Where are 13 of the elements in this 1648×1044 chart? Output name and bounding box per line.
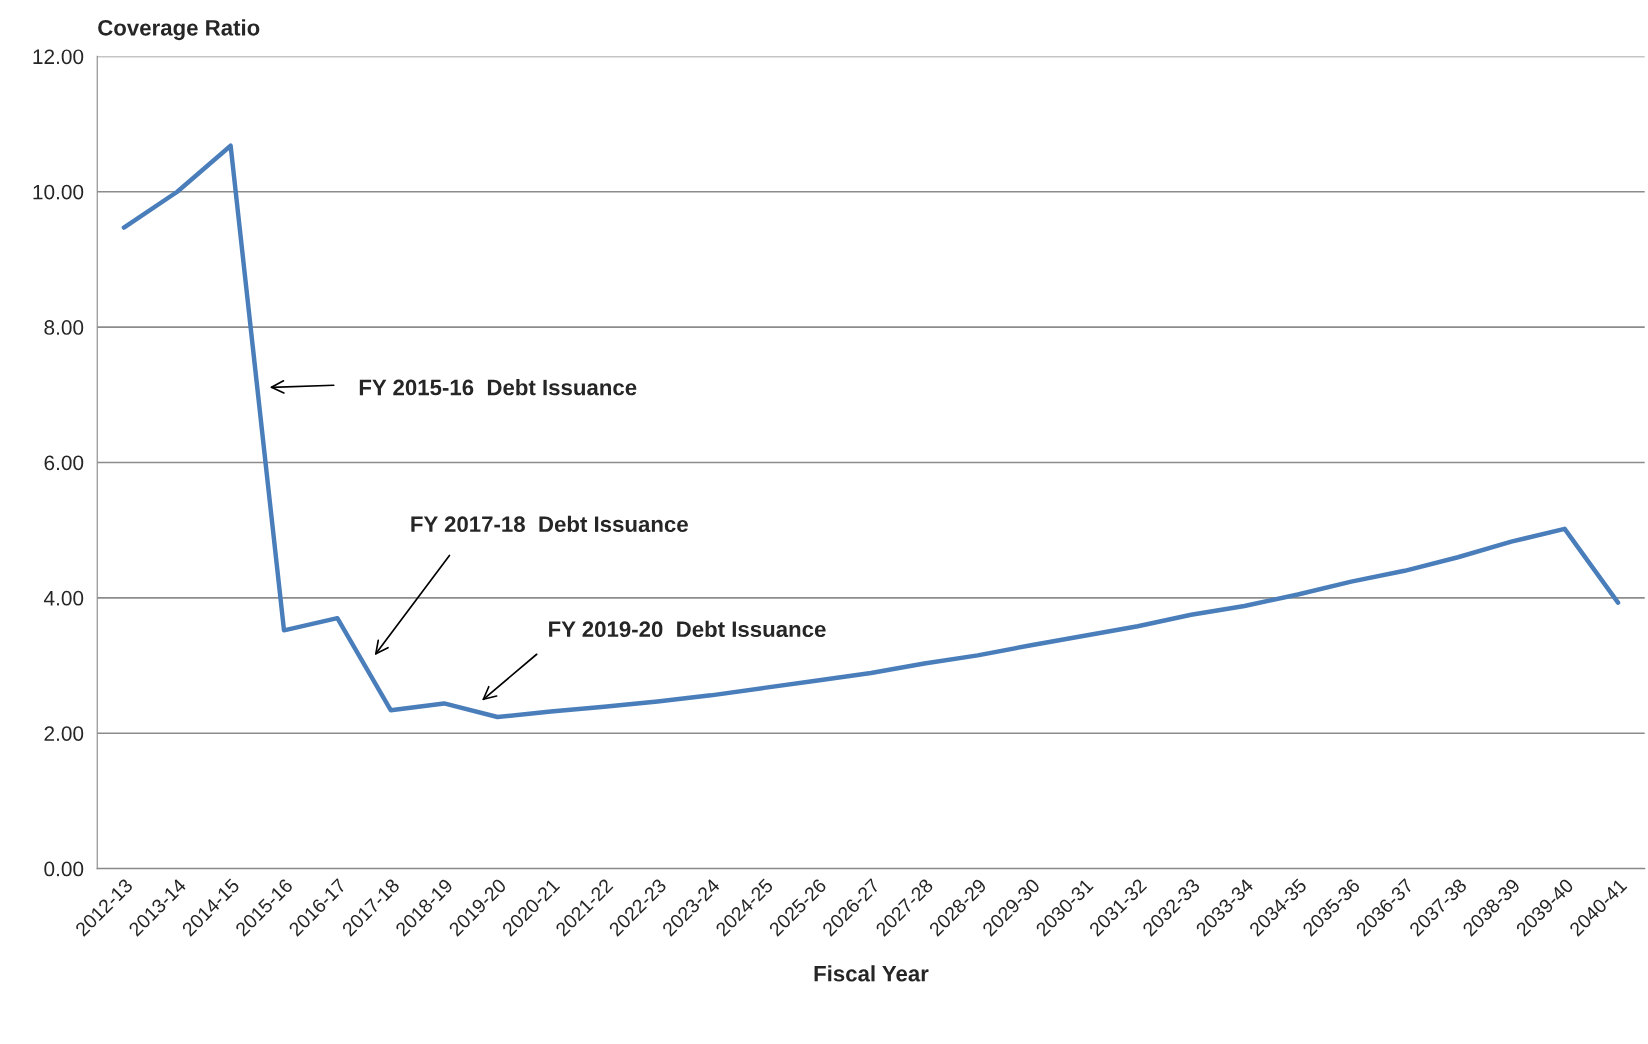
line-series [121, 143, 1621, 720]
y-tick-label: 8.00 [44, 320, 84, 335]
y-tick-label: 10.00 [33, 184, 84, 200]
y-tick-label: 6.00 [44, 455, 84, 471]
x-axis-title: Fiscal Year [814, 965, 929, 982]
y-axis-title: Coverage Ratio [98, 19, 260, 41]
annotation: FY 2019-20 Debt Issuance [549, 620, 826, 638]
annotation: FY 2017-18 Debt Issuance [411, 515, 688, 533]
y-tick-label: 0.00 [44, 861, 84, 877]
y-tick-label: 12.00 [33, 49, 84, 65]
annotation: FY 2015-16 Debt Issuance [359, 379, 637, 396]
y-tick-label: 4.00 [43, 590, 84, 606]
y-tick-label: 2.00 [44, 726, 84, 741]
